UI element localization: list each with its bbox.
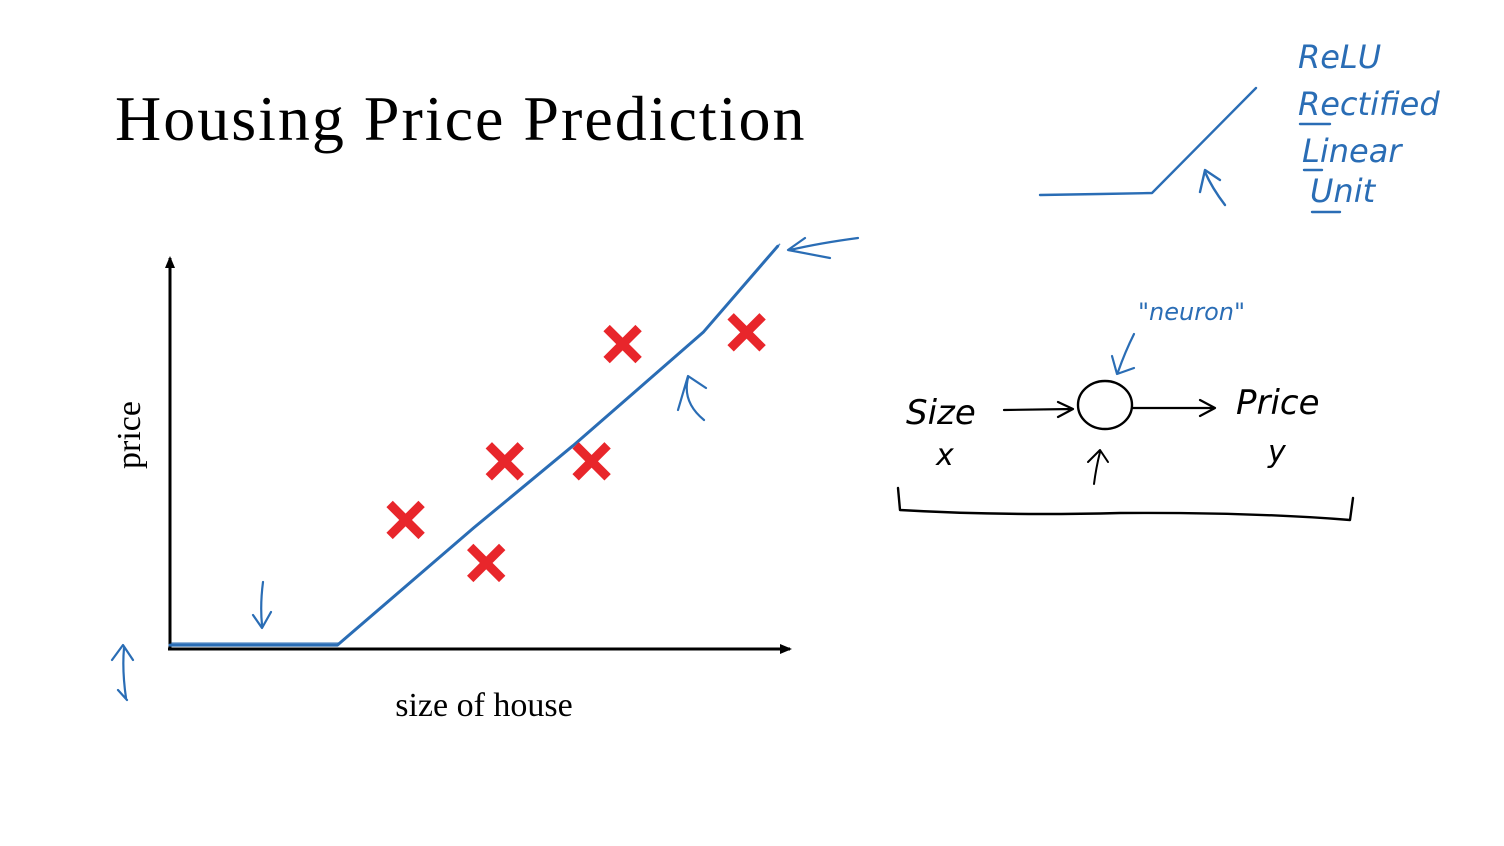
data-point-3 xyxy=(572,442,611,481)
neuron-bracket xyxy=(896,486,1355,522)
neuron-label: "neuron" xyxy=(1138,298,1245,326)
fit-line-overstroke xyxy=(171,243,781,644)
input-symbol: x xyxy=(935,438,954,473)
slide-title: Housing Price Prediction xyxy=(115,83,807,154)
relu-curve xyxy=(1038,86,1258,197)
data-point-2 xyxy=(485,442,524,481)
output-label: Price xyxy=(1236,383,1320,423)
output-symbol: y xyxy=(1267,435,1287,470)
relu-note-line-3: Linear xyxy=(1302,132,1403,170)
relu-note-line-1: ReLU xyxy=(1298,38,1381,76)
arrow-line-top-icon xyxy=(786,236,860,260)
arrow-flat-segment-icon xyxy=(251,580,273,630)
relu-note-line-4: Unit xyxy=(1310,172,1377,210)
arrow-left-margin-icon xyxy=(110,643,135,702)
output-arrow-icon xyxy=(1131,398,1217,418)
relu-note-line-2: Rectified xyxy=(1298,85,1440,123)
input-label: Size xyxy=(906,393,976,433)
y-axis-label: price xyxy=(111,401,148,469)
annotation-arrows xyxy=(110,236,860,702)
relu-sketch xyxy=(1038,86,1258,207)
arrow-line-mid-icon xyxy=(676,374,708,422)
data-point-1 xyxy=(467,543,506,583)
data-point-4 xyxy=(603,324,642,364)
input-arrow-icon xyxy=(1002,400,1075,419)
relu-note: ReLU Rectified Linear Unit xyxy=(1298,38,1440,210)
neuron-node xyxy=(1076,379,1134,431)
relu-arrow-icon xyxy=(1198,168,1227,207)
neuron-up-arrow-icon xyxy=(1087,449,1109,485)
x-axis-label: size of house xyxy=(395,687,573,724)
neuron-pointer-arrow-icon xyxy=(1110,332,1136,376)
data-points xyxy=(386,313,766,583)
data-point-0 xyxy=(386,500,425,540)
fit-line xyxy=(168,244,780,647)
relu-note-underlines xyxy=(1298,122,1342,214)
data-point-5 xyxy=(727,313,766,352)
neuron-diagram: "neuron" Size x Price y xyxy=(896,298,1355,522)
